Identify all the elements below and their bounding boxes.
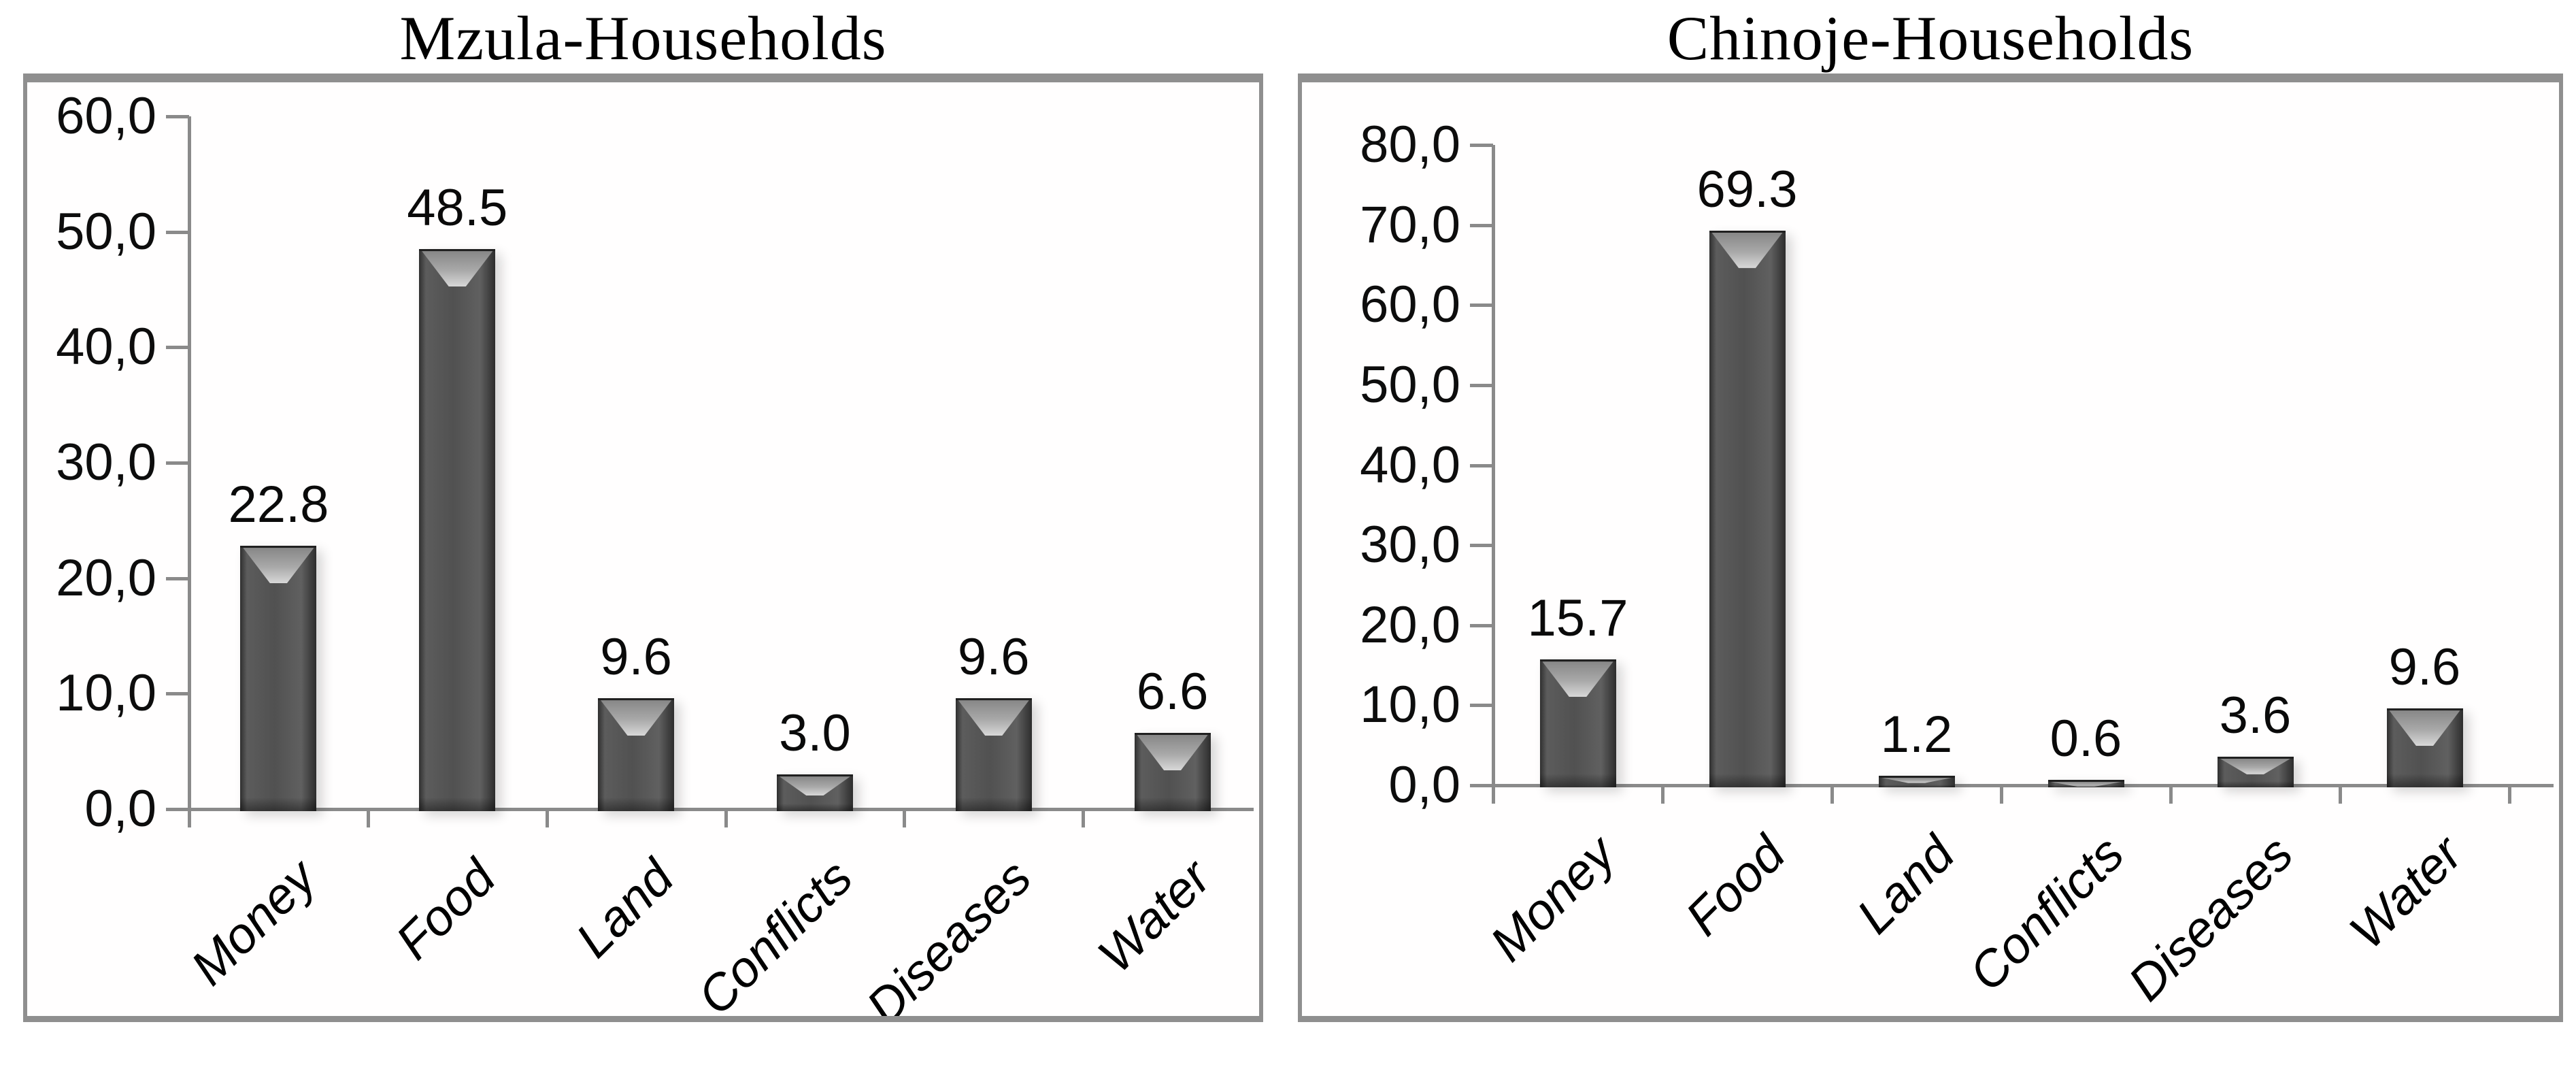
x-axis-tick: [2508, 785, 2511, 804]
category-label-money: Money: [180, 849, 327, 996]
y-axis-tick: [1470, 223, 1493, 227]
bar-water: [2386, 708, 2463, 787]
y-axis-tick: [1470, 544, 1493, 548]
bar-value-label: 69.3: [1696, 160, 1798, 218]
x-axis-tick: [1082, 809, 1086, 827]
bar-value-label: 3.6: [2219, 686, 2292, 744]
bar-land: [1878, 775, 1955, 788]
x-axis-tick: [2169, 785, 2173, 804]
x-axis-tick: [2339, 785, 2342, 804]
category-label-diseases: Diseases: [855, 849, 1042, 1022]
x-axis-line: [166, 808, 1254, 811]
bar-value-label: 48.5: [407, 179, 508, 237]
bar-food: [1709, 230, 1786, 788]
bar-value-label: 9.6: [2388, 638, 2461, 697]
x-axis-tick: [366, 809, 370, 827]
y-axis-tick: [166, 346, 189, 350]
bar-conflicts: [2047, 780, 2124, 787]
category-label-water: Water: [1086, 849, 1221, 983]
y-axis-tick: [1470, 623, 1493, 627]
y-axis-tick: [166, 115, 189, 118]
mzula-chart-panel: 0,0 10,0 20,0 30,0 40,0 50,0 60,0 22.8 Money 48.5…: [23, 73, 1263, 1022]
y-tick-label: 0,0: [1388, 756, 1460, 814]
bar-conflicts: [776, 774, 853, 811]
x-axis-tick: [188, 809, 191, 827]
category-label-conflicts: Conflicts: [1958, 825, 2135, 1002]
y-axis-tick: [1470, 383, 1493, 387]
bar-value-label: 1.2: [1880, 705, 1953, 764]
x-axis-tick: [2000, 785, 2003, 804]
y-tick-label: 50,0: [56, 202, 156, 261]
bar-value-label: 6.6: [1136, 663, 1209, 721]
chart-title-chinoje: Chinoje-Households: [1667, 3, 2194, 73]
y-tick-label: 30,0: [1360, 516, 1460, 574]
y-tick-label: 10,0: [1360, 676, 1460, 734]
chart-title-mzula: Mzula-Households: [399, 3, 887, 73]
y-tick-label: 10,0: [56, 664, 156, 723]
x-axis-tick: [903, 809, 907, 827]
bar-money: [1539, 659, 1616, 787]
y-tick-label: 0,0: [84, 780, 156, 838]
bar-value-label: 3.0: [779, 704, 851, 763]
y-tick-label: 30,0: [56, 433, 156, 491]
bar-value-label: 9.6: [600, 628, 672, 687]
y-tick-label: 60,0: [1360, 276, 1460, 334]
y-axis-tick: [166, 461, 189, 465]
bar-water: [1134, 733, 1211, 811]
y-axis-tick: [1470, 704, 1493, 708]
y-axis-tick: [1470, 463, 1493, 467]
bar-land: [598, 698, 675, 811]
category-label-land: Land: [1845, 825, 1965, 945]
x-axis-tick: [1830, 785, 1834, 804]
y-tick-label: 80,0: [1360, 116, 1460, 174]
y-axis-line: [188, 116, 191, 827]
x-axis-tick: [1492, 785, 1495, 804]
bar-diseases: [2217, 756, 2294, 788]
x-axis-line: [1470, 784, 2554, 787]
y-axis-line: [1492, 145, 1495, 804]
y-axis-tick: [1470, 303, 1493, 308]
bar-value-label: 9.6: [957, 628, 1030, 687]
y-axis-tick: [166, 230, 189, 234]
bar-money: [240, 546, 317, 811]
category-label-food: Food: [384, 849, 506, 970]
bar-diseases: [955, 698, 1032, 811]
y-tick-label: 50,0: [1360, 355, 1460, 414]
y-tick-label: 20,0: [56, 548, 156, 607]
y-tick-label: 20,0: [1360, 595, 1460, 654]
category-label-conflicts: Conflicts: [686, 849, 864, 1022]
category-label-diseases: Diseases: [2117, 825, 2304, 1012]
y-axis-tick: [1470, 144, 1493, 147]
bar-food: [419, 249, 496, 811]
x-axis-tick: [1661, 785, 1665, 804]
bar-value-label: 22.8: [228, 476, 329, 534]
bar-value-label: 15.7: [1527, 589, 1628, 648]
x-axis-tick: [1260, 809, 1263, 827]
chinoje-chart-panel: 0,0 10,0 20,0 30,0 40,0 50,0 60,0 70,0 80,0 15.7 M…: [1298, 73, 2563, 1022]
x-axis-tick: [545, 809, 549, 827]
y-tick-label: 70,0: [1360, 195, 1460, 254]
category-label-food: Food: [1674, 825, 1796, 947]
y-tick-label: 40,0: [56, 318, 156, 376]
bar-value-label: 0.6: [2050, 710, 2122, 768]
y-tick-label: 40,0: [1360, 436, 1460, 494]
x-axis-tick: [724, 809, 728, 827]
y-tick-label: 60,0: [56, 87, 156, 145]
y-axis-tick: [166, 692, 189, 696]
category-label-land: Land: [565, 849, 685, 968]
category-label-water: Water: [2339, 825, 2473, 959]
y-axis-tick: [166, 576, 189, 580]
category-label-money: Money: [1479, 825, 1626, 972]
